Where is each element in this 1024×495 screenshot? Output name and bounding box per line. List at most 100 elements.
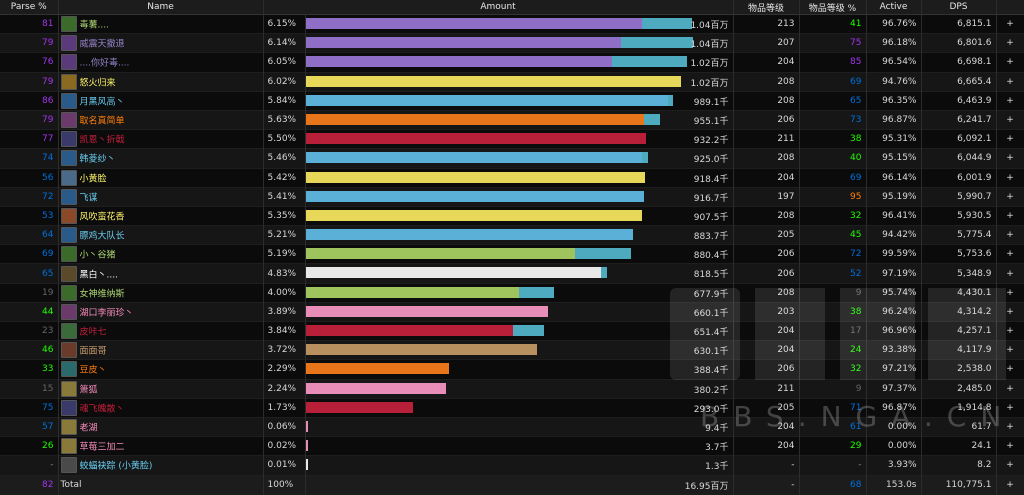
amount-value: 1.04百万 (690, 21, 729, 31)
expand-plus-icon[interactable]: + (996, 110, 1024, 130)
table-row[interactable]: 46 面面哥 3.72% 630.1千 204 24 93.38% 4,117.9 + (0, 340, 1024, 360)
table-row[interactable]: 23 皮咔七 3.84% 651.4千 204 17 96.96% 4,257.1 + (0, 321, 1024, 341)
expand-plus-icon[interactable]: + (996, 436, 1024, 456)
table-row[interactable]: 19 女神维纳斯 4.00% 677.9千 208 9 95.74% 4,430.1 + (0, 283, 1024, 303)
amount-value: 380.2千 (693, 385, 729, 396)
player-name-cell: 蛟蝠袂踪 (小黄脸) (58, 455, 264, 475)
player-name[interactable]: 取名真简单 (79, 116, 125, 127)
header-dps[interactable]: DPS (921, 0, 997, 15)
expand-plus-icon[interactable]: + (996, 302, 1024, 322)
total-plus-icon[interactable]: + (996, 475, 1024, 495)
expand-plus-icon[interactable]: + (996, 398, 1024, 418)
player-name[interactable]: ....你好毒.... (79, 58, 130, 69)
expand-plus-icon[interactable]: + (996, 455, 1024, 475)
expand-plus-icon[interactable]: + (996, 283, 1024, 303)
expand-plus-icon[interactable]: + (996, 52, 1024, 73)
table-row[interactable]: 86 月黑风高丶 5.84% 989.1千 208 65 96.35% 6,463.9 + (0, 91, 1024, 111)
player-name[interactable]: 湖口李丽珍丶 (79, 308, 134, 319)
expand-plus-icon[interactable]: + (996, 168, 1024, 188)
parse-percent: 65 (0, 263, 59, 284)
expand-plus-icon[interactable]: + (996, 91, 1024, 111)
expand-plus-icon[interactable]: + (996, 359, 1024, 380)
table-row[interactable]: 69 小丶谷猪 5.19% 880.4千 206 72 99.59% 5,753.6 + (0, 244, 1024, 264)
expand-plus-icon[interactable]: + (996, 340, 1024, 360)
table-row[interactable]: 75 魂飞魄散丶 1.73% 293.0千 205 71 96.87% 1,914.8 + (0, 398, 1024, 418)
table-row[interactable]: 79 威震天撤退 6.14% 1.04百万 207 75 96.18% 6,801.6 + (0, 33, 1024, 53)
expand-plus-icon[interactable]: + (996, 72, 1024, 92)
table-row[interactable]: 56 小黄脸 5.42% 918.4千 204 69 96.14% 6,001.9 + (0, 168, 1024, 188)
table-row[interactable]: 57 老湖 0.06% 9.4千 204 61 0.00% 61.7 + (0, 417, 1024, 437)
expand-plus-icon[interactable]: + (996, 187, 1024, 207)
player-name[interactable]: 皮咔七 (79, 327, 107, 338)
player-name[interactable]: 凯恩丶折戟 (79, 135, 125, 146)
active-percent: 3.93% (866, 455, 922, 475)
expand-plus-icon[interactable]: + (996, 244, 1024, 264)
amount-percent: 5.42% (263, 168, 306, 188)
player-name[interactable]: 月黑风高丶 (79, 97, 125, 108)
dps-value: 6,241.7 (921, 110, 997, 130)
table-row[interactable]: 65 黑白丶.... 4.83% 818.5千 206 52 97.19% 5,348.9 + (0, 263, 1024, 284)
expand-plus-icon[interactable]: + (996, 321, 1024, 341)
item-level: 204 (733, 340, 800, 360)
parse-percent: 23 (0, 321, 59, 341)
dps-value: 5,930.5 (921, 206, 997, 226)
amount-bar (305, 248, 575, 260)
parse-percent: 86 (0, 91, 59, 111)
expand-plus-icon[interactable]: + (996, 206, 1024, 226)
player-name[interactable]: 蛟蝠袂踪 (小黄脸) (79, 461, 153, 472)
table-row[interactable]: 15 箫狐 2.24% 380.2千 211 9 97.37% 2,485.0 + (0, 379, 1024, 399)
dps-value: 6,463.9 (921, 91, 997, 111)
player-name[interactable]: 豆皮丶 (79, 365, 107, 376)
player-name[interactable]: 小黄脸 (79, 174, 107, 185)
player-name[interactable]: 膘鸡大队长 (79, 231, 125, 242)
dps-value: 2,485.0 (921, 379, 997, 399)
table-row[interactable]: 77 凯恩丶折戟 5.50% 932.2千 211 38 95.31% 6,092.1 + (0, 129, 1024, 149)
header-ilvl-pct[interactable]: 物品等级 % (799, 0, 867, 15)
header-active[interactable]: Active (866, 0, 922, 15)
player-name[interactable]: 面面哥 (79, 346, 107, 357)
expand-plus-icon[interactable]: + (996, 379, 1024, 399)
table-row[interactable]: 79 怒火归来 6.02% 1.02百万 208 69 94.76% 6,665.4 + (0, 72, 1024, 92)
table-row[interactable]: 44 湖口李丽珍丶 3.89% 660.1千 203 38 96.24% 4,314.2 + (0, 302, 1024, 322)
header-parse[interactable]: Parse % (0, 0, 59, 15)
expand-plus-icon[interactable]: + (996, 148, 1024, 168)
parse-percent: 19 (0, 283, 59, 303)
table-row[interactable]: 72 飞谋 5.41% 916.7千 197 95 95.19% 5,990.7 + (0, 187, 1024, 207)
player-name[interactable]: 老湖 (79, 423, 98, 434)
player-name[interactable]: 风吹蛮花香 (79, 212, 125, 223)
expand-plus-icon[interactable]: + (996, 129, 1024, 149)
active-percent: 96.18% (866, 33, 922, 53)
player-name[interactable]: 小丶谷猪 (79, 250, 116, 261)
table-row[interactable]: 81 毒薯.... 6.15% 1.04百万 213 41 96.76% 6,815.1 + (0, 14, 1024, 34)
dps-value: 61.7 (921, 417, 997, 437)
player-name[interactable]: 怒火归来 (79, 78, 116, 89)
player-name[interactable]: 黑白丶.... (79, 270, 118, 281)
table-row[interactable]: 53 风吹蛮花香 5.35% 907.5千 208 32 96.41% 5,930.5 + (0, 206, 1024, 226)
expand-plus-icon[interactable]: + (996, 14, 1024, 34)
player-name[interactable]: 魂飞魄散丶 (79, 404, 125, 415)
expand-plus-icon[interactable]: + (996, 417, 1024, 437)
player-name[interactable]: 威震天撤退 (79, 39, 125, 50)
table-row[interactable]: 26 草莓三加二 0.02% 3.7千 204 29 0.00% 24.1 + (0, 436, 1024, 456)
table-row[interactable]: 74 韩菱纱丶 5.46% 925.0千 208 40 95.15% 6,044.9 + (0, 148, 1024, 168)
table-row[interactable]: 64 膘鸡大队长 5.21% 883.7千 205 45 94.42% 5,775.4 + (0, 225, 1024, 245)
amount-percent: 0.02% (263, 436, 306, 456)
player-name[interactable]: 草莓三加二 (79, 442, 125, 453)
player-name[interactable]: 箫狐 (79, 385, 98, 396)
header-ilvl[interactable]: 物品等级 (733, 0, 800, 15)
player-name[interactable]: 韩菱纱丶 (79, 154, 116, 165)
table-row[interactable]: 79 取名真简单 5.63% 955.1千 206 73 96.87% 6,241.7 + (0, 110, 1024, 130)
item-level-percent: 71 (799, 398, 867, 418)
amount-bar (305, 56, 612, 68)
header-name[interactable]: Name (58, 0, 264, 15)
player-name[interactable]: 毒薯.... (79, 20, 109, 31)
player-name[interactable]: 女神维纳斯 (79, 289, 125, 300)
player-name[interactable]: 飞谋 (79, 193, 98, 204)
table-row[interactable]: 76 ....你好毒.... 6.05% 1.02百万 204 85 96.54% 6,698… (0, 52, 1024, 73)
expand-plus-icon[interactable]: + (996, 33, 1024, 53)
table-row[interactable]: 33 豆皮丶 2.29% 388.4千 206 32 97.21% 2,538.0 + (0, 359, 1024, 380)
expand-plus-icon[interactable]: + (996, 263, 1024, 284)
header-amount[interactable]: Amount (263, 0, 734, 15)
table-row[interactable]: - 蛟蝠袂踪 (小黄脸) 0.01% 1.3千 - -3.93% 8.2 + (0, 455, 1024, 475)
expand-plus-icon[interactable]: + (996, 225, 1024, 245)
